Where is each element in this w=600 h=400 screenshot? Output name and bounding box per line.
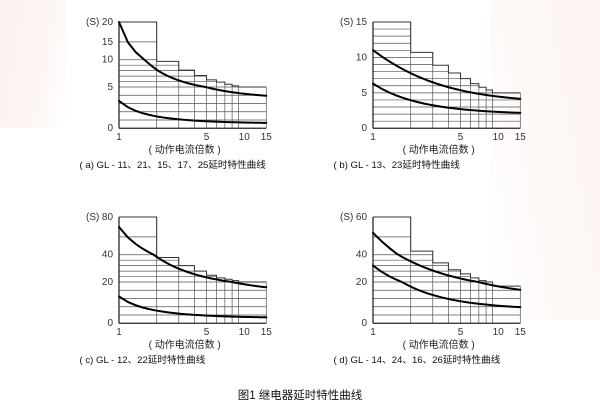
svg-text:5: 5	[457, 327, 463, 338]
svg-text:15: 15	[514, 327, 526, 338]
svg-text:15: 15	[355, 17, 367, 28]
svg-text:0: 0	[108, 123, 114, 134]
svg-text:(S): (S)	[339, 17, 352, 28]
svg-text:10: 10	[239, 327, 251, 338]
svg-text:10: 10	[492, 132, 504, 143]
svg-text:80: 80	[102, 212, 114, 223]
svg-text:10: 10	[239, 132, 251, 143]
svg-text:5: 5	[361, 88, 367, 99]
svg-text:(S): (S)	[339, 212, 352, 223]
svg-text:40: 40	[355, 250, 367, 261]
svg-text:( 动作电流倍数 ): ( 动作电流倍数 )	[149, 143, 221, 156]
svg-text:( 动作电流倍数 ): ( 动作电流倍数 )	[402, 338, 474, 351]
svg-text:0: 0	[108, 318, 114, 329]
svg-text:5: 5	[204, 132, 210, 143]
svg-text:(S): (S)	[86, 17, 99, 28]
svg-text:5: 5	[457, 132, 463, 143]
svg-text:20: 20	[355, 277, 367, 288]
svg-text:( 动作电流倍数 ): ( 动作电流倍数 )	[402, 143, 474, 156]
svg-text:10: 10	[355, 53, 367, 64]
svg-text:(S): (S)	[86, 212, 99, 223]
svg-text:40: 40	[102, 250, 114, 261]
svg-text:( b) GL - 13、23延时特性曲线: ( b) GL - 13、23延时特性曲线	[333, 159, 460, 171]
svg-text:( 动作电流倍数 ): ( 动作电流倍数 )	[149, 338, 221, 351]
svg-text:20: 20	[102, 277, 114, 288]
svg-text:10: 10	[102, 55, 114, 66]
svg-text:15: 15	[261, 132, 273, 143]
svg-text:( d) GL - 14、24、16、26延时特性曲线: ( d) GL - 14、24、16、26延时特性曲线	[333, 354, 500, 366]
svg-text:60: 60	[355, 212, 367, 223]
svg-text:20: 20	[102, 17, 114, 28]
svg-text:15: 15	[514, 132, 526, 143]
svg-text:15: 15	[102, 37, 114, 48]
svg-text:5: 5	[108, 82, 114, 93]
svg-text:1: 1	[370, 327, 376, 338]
svg-text:0: 0	[361, 318, 367, 329]
svg-text:1: 1	[117, 132, 123, 143]
svg-text:( c) GL - 12、22延时特性曲线: ( c) GL - 12、22延时特性曲线	[80, 354, 206, 366]
svg-text:1: 1	[117, 327, 123, 338]
svg-text:10: 10	[492, 327, 504, 338]
svg-text:15: 15	[261, 327, 273, 338]
svg-text:( a) GL - 11、21、15、17、25延时特性曲线: ( a) GL - 11、21、15、17、25延时特性曲线	[80, 159, 267, 171]
svg-text:0: 0	[361, 123, 367, 134]
svg-text:1: 1	[370, 132, 376, 143]
svg-text:5: 5	[204, 327, 210, 338]
